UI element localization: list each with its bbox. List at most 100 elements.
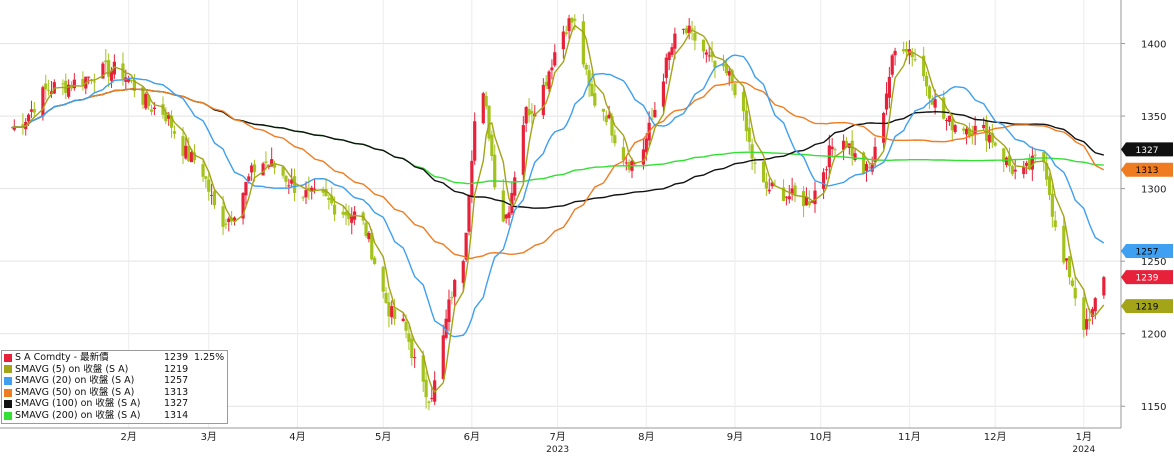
candle-body [1062, 225, 1066, 263]
candle-body [144, 93, 148, 109]
candle-body [570, 17, 574, 23]
candle-body [750, 144, 754, 159]
candle-body [850, 140, 854, 157]
candle-body [370, 232, 374, 260]
legend-swatch-sma200 [4, 411, 12, 420]
candle-body [81, 78, 85, 85]
candle-body [1013, 169, 1017, 172]
candle-body [613, 135, 617, 144]
candle-body [427, 401, 431, 403]
candle-body [770, 182, 774, 187]
candle-body [1070, 280, 1074, 286]
candle-body [221, 206, 225, 227]
candle-body [767, 189, 771, 192]
candle-body [281, 166, 285, 176]
candle-body [232, 217, 237, 221]
candle-body [933, 99, 937, 108]
candle-body [453, 279, 457, 297]
sma-line-5 [11, 24, 1105, 394]
candle-body [1050, 193, 1054, 217]
candle-body [790, 188, 794, 195]
candle-body [252, 164, 257, 172]
candle-body [744, 110, 748, 132]
candle-body [101, 63, 105, 79]
candle-body [810, 201, 814, 203]
candle-body [21, 124, 25, 128]
candle-body [181, 136, 185, 156]
legend-value-sma5: 1219 [164, 363, 189, 375]
candle-body [830, 146, 834, 149]
candle-body [670, 47, 674, 55]
candle-body [761, 161, 766, 183]
value-tag-sma5 [1121, 299, 1173, 314]
y-tick-label: 1300 [1141, 185, 1166, 196]
candle-body [393, 309, 397, 319]
candle-body [1030, 155, 1034, 170]
candle-body [741, 92, 746, 112]
candle-body [853, 153, 857, 161]
candle-body [1085, 319, 1089, 330]
candle-body [601, 108, 605, 112]
candle-body [1025, 163, 1029, 166]
candle-body [147, 95, 151, 107]
x-tick-label: 3月 [201, 431, 217, 443]
candle-body [942, 97, 946, 119]
candle-body [1082, 297, 1086, 330]
candle-body [807, 201, 811, 205]
candle-body [567, 18, 571, 32]
legend-swatch-sma5 [4, 365, 12, 374]
candle-body [287, 185, 291, 187]
y-tick-label: 1400 [1141, 40, 1166, 51]
candle-body [104, 60, 108, 63]
candle-body [387, 302, 391, 317]
candle-body [1102, 277, 1106, 296]
candle-body [970, 132, 974, 136]
candle-body [341, 211, 345, 215]
candle-body [710, 51, 714, 58]
candle-body [1053, 220, 1057, 228]
candle-body [141, 87, 145, 105]
candle-body [1010, 165, 1014, 175]
candle-body [644, 138, 648, 153]
x-year-label: 2024 [1072, 445, 1095, 455]
candle-body [930, 100, 934, 105]
candle-body [730, 70, 734, 83]
candle-body [521, 125, 525, 175]
candle-body [987, 134, 992, 143]
candle-body [61, 83, 65, 85]
candle-body [1007, 155, 1012, 167]
candle-body [32, 109, 36, 113]
candle-body [410, 338, 414, 359]
candle-body [247, 176, 251, 181]
candle-body [470, 160, 474, 197]
x-tick-label: 8月 [638, 431, 654, 443]
candle-body [541, 84, 545, 116]
legend-row-sma50: SMAVG (50) on 收盤 (S A) 1313 [2, 387, 227, 399]
candle-body [621, 147, 626, 161]
candle-body [844, 141, 849, 148]
candle-body [373, 257, 377, 264]
y-tick-label: 1250 [1141, 257, 1166, 268]
candle-body [187, 146, 191, 162]
candle-body [864, 164, 869, 171]
legend-value-sma200: 1314 [164, 409, 189, 421]
candle-body [464, 232, 468, 260]
candle-body [842, 140, 846, 150]
candle-body [184, 145, 188, 159]
value-tag-text-price: 1239 [1136, 274, 1159, 284]
candle-body [673, 33, 677, 49]
candle-body [862, 152, 866, 174]
candle-body [1002, 148, 1006, 162]
candle-body [327, 197, 331, 200]
candle-body [1090, 309, 1095, 317]
candle-body [573, 18, 577, 21]
candle-body [493, 154, 497, 188]
x-tick-label: 10月 [809, 431, 832, 443]
x-tick-label: 4月 [289, 431, 305, 443]
x-tick-label: 11月 [898, 431, 921, 443]
candle-body [92, 81, 96, 83]
legend-value-sma20: 1257 [164, 375, 189, 387]
candle-body [553, 52, 557, 66]
candle-body [661, 81, 666, 107]
